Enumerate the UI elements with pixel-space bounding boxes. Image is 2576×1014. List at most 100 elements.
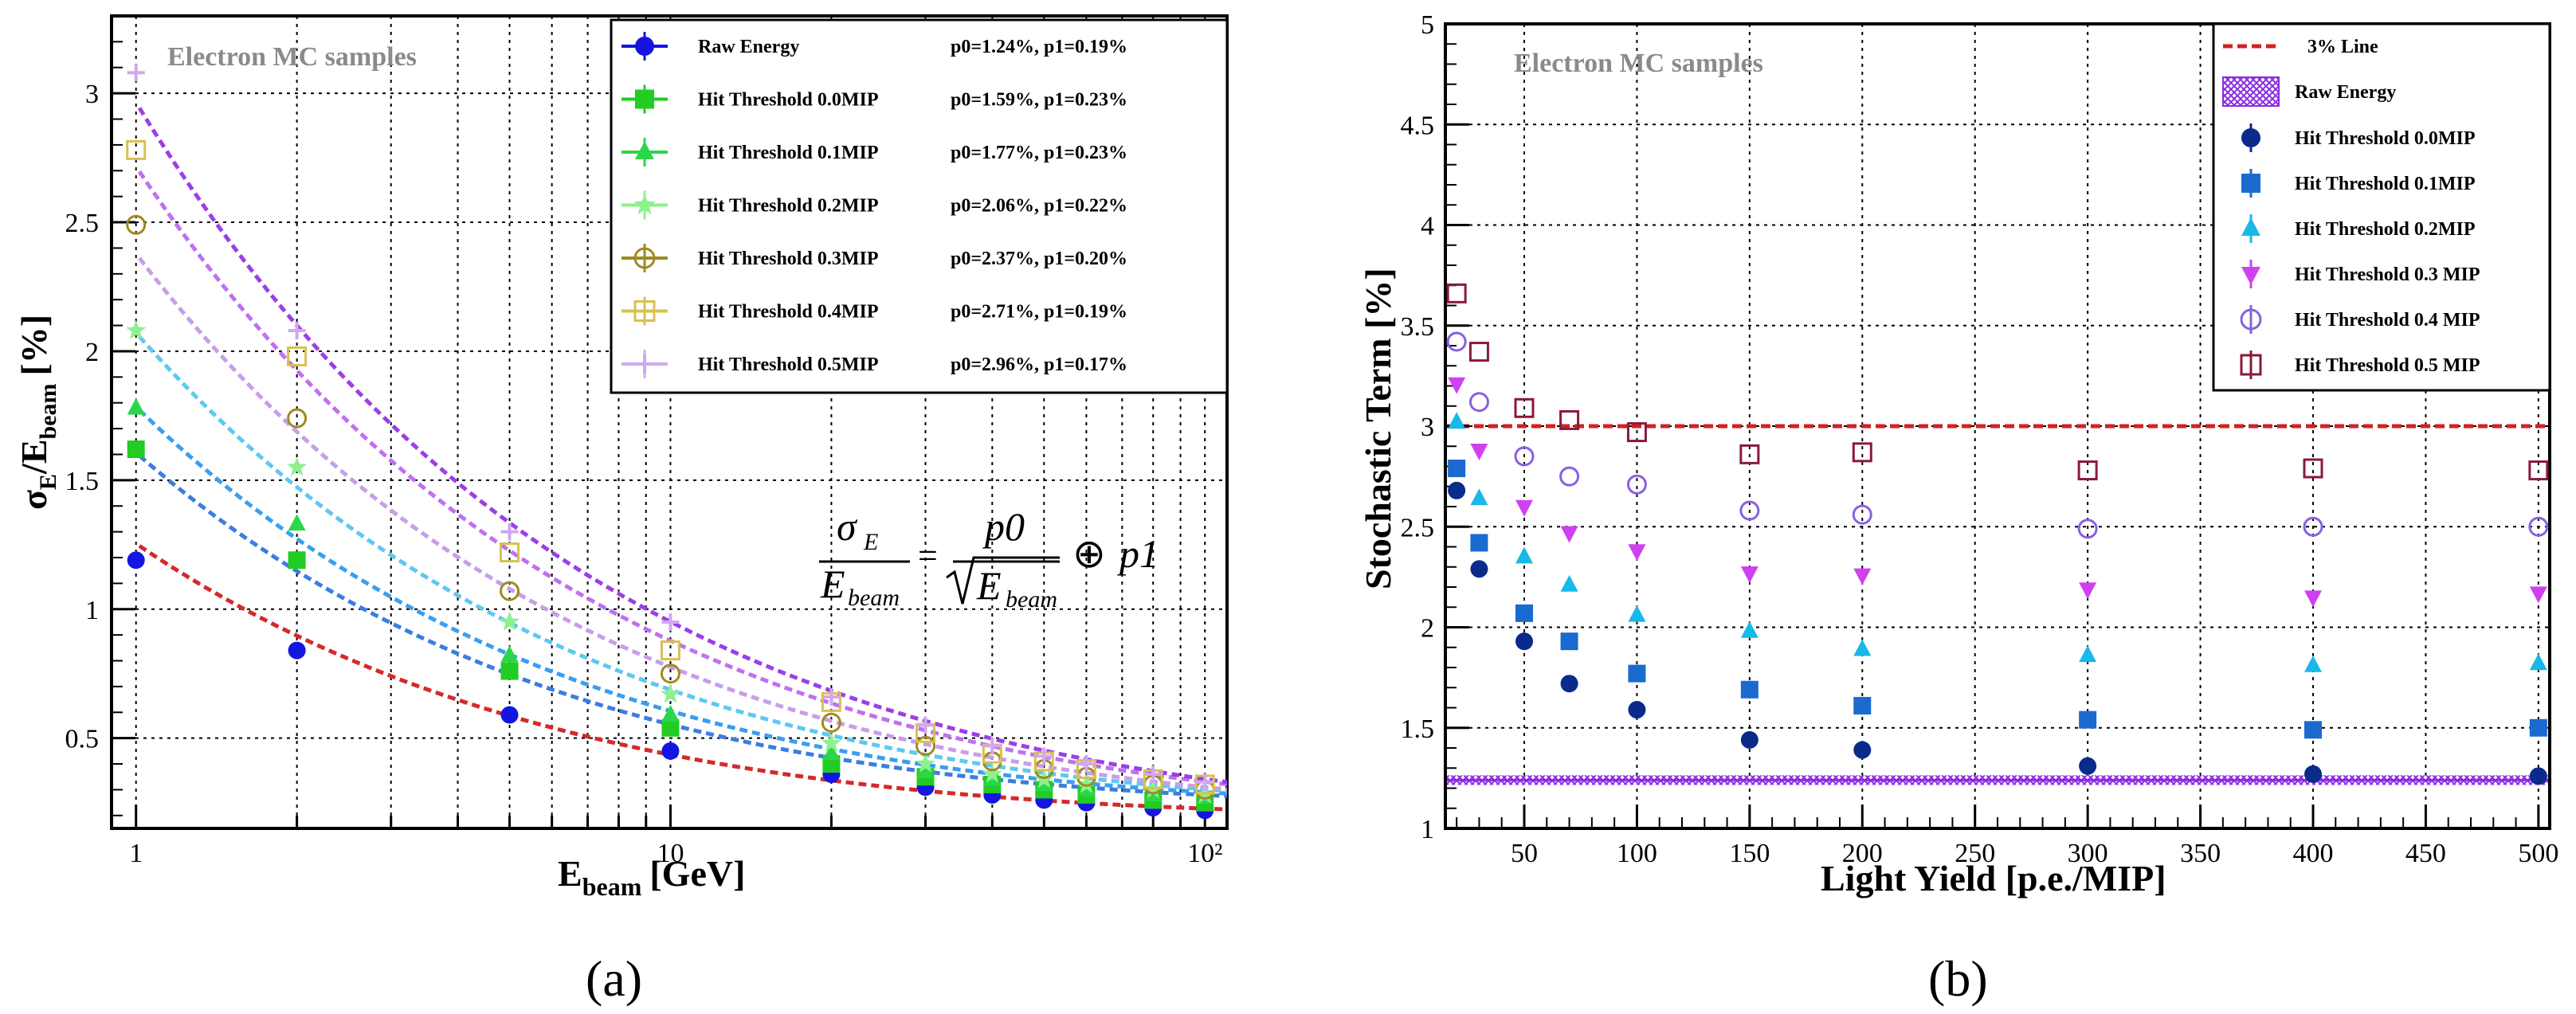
data-point xyxy=(1515,499,1533,517)
svg-text:=: = xyxy=(918,536,938,575)
legend-marker xyxy=(635,141,654,159)
y-tick-label: 5 xyxy=(1421,10,1434,40)
panel-label-a: (a) xyxy=(586,950,642,1007)
data-point xyxy=(500,523,519,541)
data-point xyxy=(2303,516,2323,537)
x-tick-label: 50 xyxy=(1511,839,1538,868)
data-point xyxy=(500,706,519,724)
data-point xyxy=(126,139,147,160)
x-tick-label: 10 xyxy=(657,839,684,868)
legend-label: Hit Threshold 0.1MIP xyxy=(2295,174,2475,194)
legend-label: Hit Threshold 0.3 MIP xyxy=(2295,264,2480,285)
data-point xyxy=(660,664,680,684)
data-point xyxy=(1468,342,1489,362)
legend-label: Raw Energy xyxy=(698,37,799,57)
data-point xyxy=(1470,534,1488,552)
data-point xyxy=(1740,566,1759,583)
data-point xyxy=(916,716,935,734)
data-point xyxy=(915,753,936,773)
data-point xyxy=(1448,460,1466,478)
data-point xyxy=(500,662,519,680)
chart-a-ticks: 1 10 10² 0.5 1 1.5 2 2.5 3 xyxy=(65,41,1222,868)
y-tick-label: 2.5 xyxy=(1401,513,1435,542)
svg-text:beam: beam xyxy=(1006,586,1057,613)
svg-text:E: E xyxy=(820,562,845,606)
svg-text:⊕: ⊕ xyxy=(1072,531,1106,576)
data-point xyxy=(127,397,145,415)
legend-label: Hit Threshold 0.4 MIP xyxy=(2295,310,2480,331)
legend-fit-params: p0=1.24%, p1=0.19% xyxy=(951,37,1127,57)
data-point xyxy=(2077,460,2098,481)
data-point xyxy=(1515,546,1533,564)
chart-a-annotation: Electron MC samples xyxy=(167,42,417,72)
data-point xyxy=(1628,664,1646,683)
chart-a-legend: Raw Energy p0=1.24%, p1=0.19% Hit Threshol… xyxy=(610,18,1229,394)
chart-b-annotation: Electron MC samples xyxy=(1514,49,1763,78)
legend-label: Hit Threshold 0.0MIP xyxy=(698,90,878,111)
data-point xyxy=(1470,444,1488,460)
x-tick-label: 100 xyxy=(1617,839,1657,868)
data-point xyxy=(126,319,147,339)
y-tick-label: 3 xyxy=(1421,413,1434,442)
data-point xyxy=(2529,653,2547,671)
data-point xyxy=(983,737,1002,755)
data-point xyxy=(1035,747,1053,765)
chart-b-legend: 3% Line Raw Energy Hit Threshold 0.0MIP Hit… xyxy=(2212,22,2551,392)
data-point xyxy=(2528,516,2549,537)
data-point xyxy=(287,346,308,366)
data-point xyxy=(1560,526,1578,543)
data-point xyxy=(1560,675,1578,693)
data-point xyxy=(1446,331,1467,352)
data-point xyxy=(661,704,680,722)
legend-fit-params: p0=1.77%, p1=0.23% xyxy=(951,143,1127,163)
chart-a-x-axis-label: Ebeam [GeV] xyxy=(558,853,745,901)
data-point xyxy=(500,581,520,601)
data-point xyxy=(1077,755,1096,773)
data-point xyxy=(1470,488,1488,506)
legend-label: Hit Threshold 0.2MIP xyxy=(698,196,878,217)
data-point xyxy=(1852,442,1872,463)
x-tick-label: 500 xyxy=(2518,839,2558,868)
data-point xyxy=(1076,773,1096,793)
legend-label: Hit Threshold 0.5MIP xyxy=(698,354,878,375)
data-point xyxy=(982,763,1002,783)
data-point xyxy=(660,683,681,703)
data-point xyxy=(2077,519,2098,539)
legend-fit-params: p0=2.37%, p1=0.20% xyxy=(951,249,1127,269)
x-tick-label: 300 xyxy=(2068,839,2108,868)
data-point xyxy=(2529,718,2547,737)
svg-text:E: E xyxy=(976,563,1002,608)
fit-curve xyxy=(138,256,1228,792)
fit-curve xyxy=(138,335,1228,793)
data-point xyxy=(661,613,680,631)
data-point xyxy=(1740,680,1759,699)
data-point xyxy=(1468,392,1489,413)
data-point xyxy=(2528,460,2549,481)
data-point xyxy=(1448,377,1466,394)
y-tick-label: 1 xyxy=(1421,815,1434,844)
y-tick-label: 0.5 xyxy=(65,725,100,754)
data-point xyxy=(916,761,935,779)
data-point xyxy=(287,456,308,476)
chart-a-y-axis-label: σE/Ebeam[%] xyxy=(14,315,61,510)
legend-marker xyxy=(633,194,656,215)
data-point xyxy=(2079,645,2097,663)
legend-label: Hit Threshold 0.2MIP xyxy=(2295,219,2475,240)
data-point xyxy=(1626,474,1647,495)
legend-band xyxy=(2222,76,2280,107)
data-point xyxy=(2529,767,2547,785)
y-tick-label: 2 xyxy=(1421,614,1434,644)
x-tick-label: 450 xyxy=(2405,839,2446,868)
svg-text:beam: beam xyxy=(848,585,900,611)
data-point xyxy=(822,687,841,706)
legend-marker xyxy=(633,247,656,269)
chart-b-x-axis-label: Light Yield [p.e./MIP] xyxy=(1821,858,2166,899)
legend-label: Hit Threshold 0.3MIP xyxy=(698,249,878,269)
chart-b-data-points xyxy=(1446,283,2549,785)
legend-marker xyxy=(2241,128,2260,147)
data-point xyxy=(288,322,306,340)
data-point xyxy=(1626,422,1647,443)
data-point xyxy=(2079,582,2097,600)
data-point xyxy=(1739,500,1760,521)
